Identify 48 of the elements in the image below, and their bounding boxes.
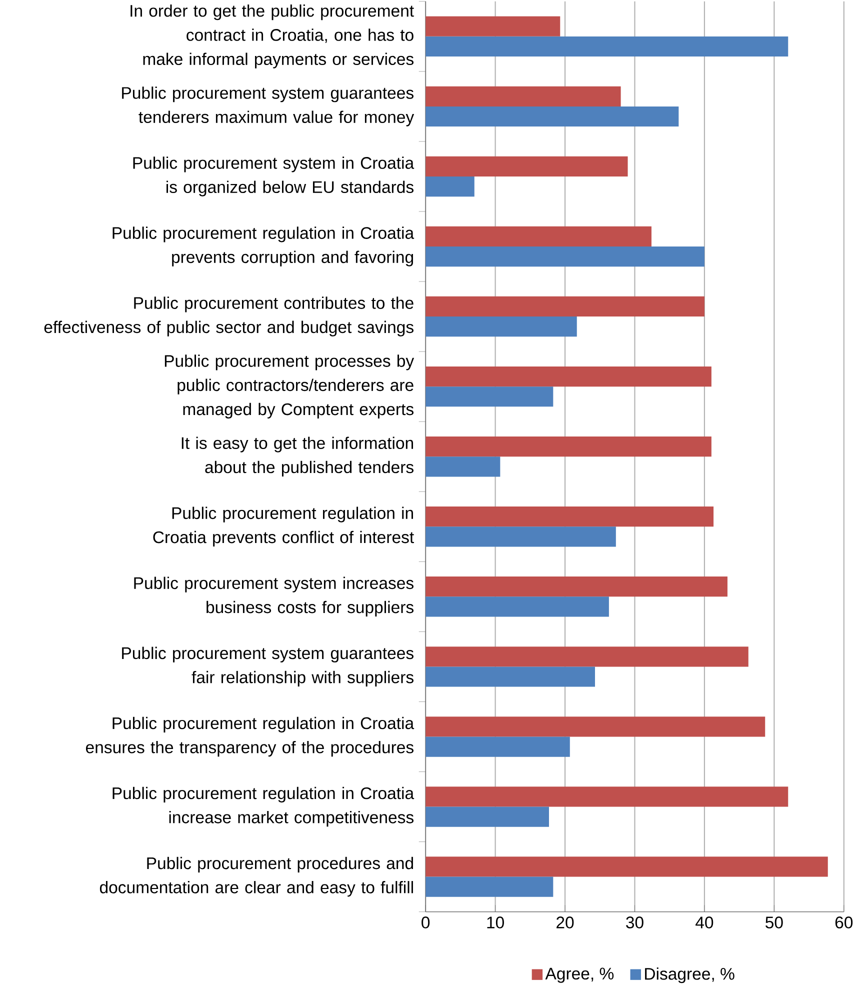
bar bbox=[426, 366, 712, 387]
bar bbox=[426, 36, 788, 57]
x-tick-label: 60 bbox=[836, 916, 853, 928]
x-tick-label: 0 bbox=[422, 916, 430, 928]
bar bbox=[426, 296, 705, 317]
y-tick-label: Public procurement system guarantees fair relationship with suppliers bbox=[122, 646, 414, 687]
bar bbox=[426, 386, 554, 407]
bar bbox=[426, 876, 554, 897]
x-tick-label: 20 bbox=[556, 916, 574, 928]
bar bbox=[426, 596, 610, 617]
x-tick-label: 10 bbox=[487, 916, 504, 928]
x-tick-label: 30 bbox=[626, 916, 644, 928]
y-tick-label: Public procurement system guarantees tenderers maximum value for money bbox=[122, 86, 414, 126]
legend-label: Agree, % bbox=[545, 968, 614, 983]
bar bbox=[426, 736, 570, 757]
bar bbox=[426, 86, 621, 106]
y-tick-label: Public procurement regulation in Croatia increase market competitiveness bbox=[112, 786, 414, 827]
bar bbox=[426, 156, 628, 176]
bar bbox=[426, 436, 712, 457]
bar bbox=[426, 526, 616, 547]
y-tick-label: Public procurement processes by public contractors/tenderers are managed by Comptent experts bbox=[165, 354, 414, 419]
bar bbox=[426, 806, 550, 827]
x-tick-label: 50 bbox=[766, 916, 783, 928]
y-tick-label: Public procurement system increases business costs for suppliers bbox=[134, 576, 414, 617]
bar bbox=[426, 456, 500, 477]
bar bbox=[426, 576, 728, 597]
bar bbox=[426, 316, 578, 337]
bar bbox=[426, 666, 596, 687]
bar bbox=[426, 106, 679, 127]
bar bbox=[426, 786, 788, 807]
legend-label: Disagree, % bbox=[645, 967, 734, 984]
bar bbox=[426, 646, 749, 667]
y-tick-label: Public procurement system in Croatia is organized below EU standards bbox=[133, 156, 414, 196]
bar bbox=[426, 226, 652, 247]
y-tick-label: In order to get the public procurement contract in Croatia, one has to make informal payments or services bbox=[130, 4, 414, 68]
y-tick-label: Public procurement procedures and documentation are clear and easy to fulfill bbox=[100, 856, 414, 897]
bar bbox=[426, 16, 560, 36]
bar bbox=[426, 246, 705, 267]
bar bbox=[426, 176, 475, 197]
bar bbox=[426, 716, 766, 737]
y-tick-label: Public procurement contributes to the effectiveness of public sector and budget savings bbox=[44, 296, 414, 336]
y-tick-label: Public procurement regulation in Croatia prevents corruption and favoring bbox=[112, 226, 414, 266]
x-tick-label: 40 bbox=[696, 916, 714, 928]
y-tick-label: Public procurement regulation in Croatia prevents conflict of interest bbox=[153, 506, 414, 546]
y-tick-label: Public procurement regulation in Croatia ensures the transparency of the procedures bbox=[86, 716, 414, 757]
y-tick-label: It is easy to get the information about the published tenders bbox=[182, 436, 414, 476]
bar bbox=[426, 856, 828, 877]
bar bbox=[426, 506, 714, 527]
